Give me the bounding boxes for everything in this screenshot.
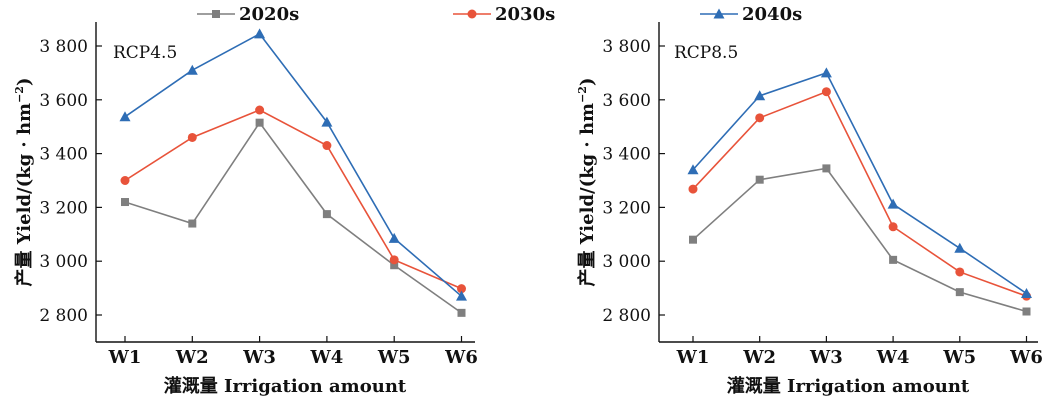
data-point-2030s-w5 — [955, 267, 965, 277]
data-point-2020s-w4 — [889, 255, 898, 264]
data-point-2030s-w3 — [821, 87, 831, 97]
data-point-2030s-w1 — [120, 176, 130, 185]
data-point-2030s-w3 — [255, 105, 265, 115]
data-point-2020s-w3 — [255, 118, 264, 127]
series-line-2030s — [124, 109, 462, 290]
series-line-2020s — [692, 167, 1027, 313]
y-tick-label: 3 000 — [602, 252, 651, 272]
data-point-2020s-w6 — [457, 308, 466, 317]
panel-label-rcp8-5: RCP8.5 — [674, 43, 738, 63]
y-axis-title: 产量 Yield/(kg · hm−2) — [13, 77, 35, 286]
y-tick-label: 3 200 — [602, 198, 651, 218]
data-point-2020s-w5 — [390, 261, 399, 270]
data-point-2020s-w6 — [1022, 307, 1031, 316]
y-tick-label: 3 800 — [39, 37, 88, 57]
y-tick-label: 2 800 — [39, 306, 88, 326]
x-tick-label-w4: W4 — [876, 347, 910, 368]
data-point-2020s-w5 — [955, 288, 964, 297]
data-point-2040s-w6 — [1021, 287, 1032, 298]
x-axis-title: 灌溉量 Irrigation amount — [164, 375, 407, 397]
series-line-2040s — [692, 71, 1027, 295]
series-line-2030s — [692, 90, 1027, 297]
data-point-2030s-w2 — [187, 132, 197, 142]
data-point-2020s-w1 — [121, 198, 129, 207]
data-point-2020s-w2 — [188, 219, 197, 228]
data-point-2030s-w4 — [888, 222, 898, 232]
y-tick-label: 3 600 — [602, 91, 651, 111]
data-point-2020s-w1 — [689, 235, 697, 244]
y-tick-label: 2 800 — [602, 306, 651, 326]
x-tick-label-w3: W3 — [242, 347, 276, 368]
legend-label-2020s: 2020s — [239, 4, 299, 25]
x-tick-label-w6: W6 — [444, 347, 478, 368]
x-tick-label-w2: W2 — [175, 347, 209, 368]
data-point-2040s-w2 — [754, 90, 766, 101]
x-tick-label-w1: W1 — [676, 347, 710, 368]
data-point-2040s-w4 — [887, 198, 899, 209]
y-tick-label: 3 400 — [602, 145, 651, 165]
data-point-2020s-w2 — [755, 175, 764, 184]
data-point-2030s-w2 — [755, 113, 765, 123]
y-tick-label: 3 000 — [39, 252, 88, 272]
x-tick-label-w5: W5 — [942, 347, 976, 368]
y-axis-title: 产量 Yield/(kg · hm−2) — [576, 77, 598, 286]
data-point-2030s-w4 — [322, 141, 332, 151]
data-point-2030s-w6 — [457, 284, 466, 294]
x-tick-label-w4: W4 — [310, 347, 344, 368]
data-point-2040s-w1 — [687, 164, 699, 175]
x-tick-label-w1: W1 — [108, 347, 142, 368]
series-line-2020s — [124, 121, 462, 314]
x-tick-label-w3: W3 — [809, 347, 843, 368]
legend: 2020s 2030s 2040s — [197, 4, 802, 25]
legend-marker-2020s — [212, 10, 220, 18]
data-point-2040s-w1 — [119, 111, 131, 122]
chart-panel-rcp85: 2 800 3 000 3 200 3 400 3 600 3 800 W1 W2 W3 W4 W5… — [576, 22, 1043, 397]
legend-marker-2040s — [713, 8, 725, 19]
legend-label-2030s: 2030s — [495, 4, 555, 25]
y-tick-label: 3 800 — [602, 37, 651, 57]
data-point-2030s-w1 — [688, 184, 698, 194]
legend-label-2040s: 2040s — [742, 4, 802, 25]
data-point-2040s-w5 — [388, 232, 400, 243]
x-tick-label-w6: W6 — [1009, 347, 1043, 368]
data-point-2040s-w6 — [456, 290, 467, 301]
data-point-2030s-w5 — [389, 255, 399, 265]
data-point-2020s-w4 — [322, 210, 331, 219]
data-point-2040s-w5 — [954, 242, 966, 253]
y-tick-label: 3 400 — [39, 145, 88, 165]
chart-panel-rcp45: 2 800 3 000 3 200 3 400 3 600 3 800 W1 W2 W3 W4 W5… — [13, 22, 478, 397]
data-point-2020s-w3 — [822, 164, 831, 173]
panel-label-rcp4-5: RCP4.5 — [113, 43, 177, 63]
x-tick-label-w5: W5 — [377, 347, 411, 368]
legend-marker-2030s — [467, 9, 477, 19]
y-tick-label: 3 200 — [39, 198, 88, 218]
data-point-2040s-w2 — [186, 64, 198, 75]
series-line-2040s — [124, 32, 463, 297]
data-point-2040s-w3 — [254, 28, 266, 39]
y-tick-label: 3 600 — [39, 91, 88, 111]
x-axis-title: 灌溉量 Irrigation amount — [727, 375, 970, 397]
data-point-2040s-w4 — [321, 116, 333, 127]
x-tick-label-w2: W2 — [742, 347, 776, 368]
data-point-2040s-w3 — [820, 67, 832, 78]
